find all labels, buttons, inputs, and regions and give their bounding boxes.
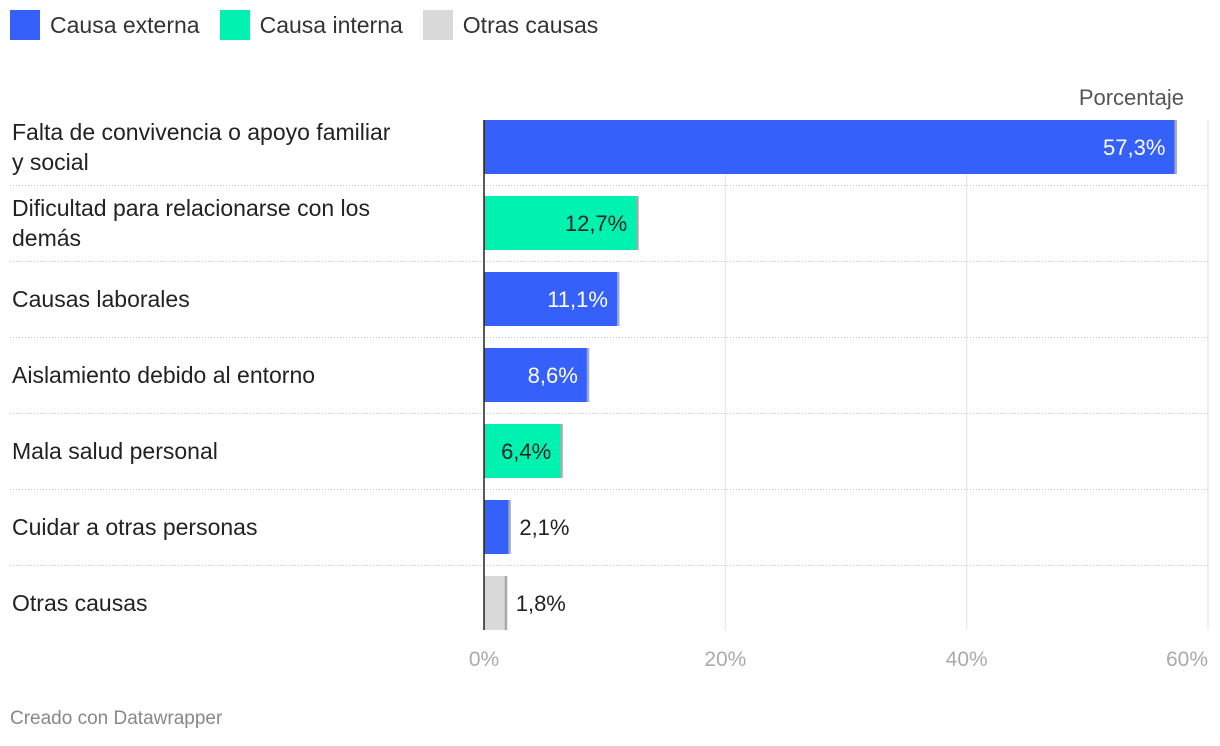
value-label: 2,1% — [519, 515, 569, 540]
value-header: Porcentaje — [1079, 85, 1184, 110]
category-label: Otras causas — [12, 590, 148, 616]
x-tick-label: 60% — [1166, 648, 1208, 671]
legend-swatch-causa-externa — [10, 10, 40, 40]
bar-end-cap — [508, 500, 511, 554]
category-label: Dificultad para relacionarse con los demá… — [12, 195, 370, 251]
category-label: Mala salud personal — [12, 438, 218, 464]
legend-swatch-causa-interna — [219, 10, 250, 40]
bar-end-cap — [616, 272, 620, 326]
value-label: 1,8% — [516, 591, 566, 616]
bar-end-cap — [504, 576, 508, 630]
bar-end-cap — [636, 196, 639, 250]
bar — [484, 272, 618, 326]
bar — [484, 424, 562, 478]
legend-item-causa-externa: Causa externa — [10, 10, 200, 40]
category-label: Aislamiento debido al entorno — [12, 362, 315, 388]
bar — [484, 120, 1176, 174]
value-label: 6,4% — [501, 439, 551, 464]
value-label: 12,7% — [565, 211, 627, 236]
bar — [484, 500, 510, 554]
bar — [484, 348, 588, 402]
legend: Causa externa Causa interna Otras causas — [10, 10, 618, 40]
value-label: 11,1% — [547, 287, 608, 312]
bar — [484, 196, 638, 250]
bar — [484, 576, 506, 630]
category-label: Cuidar a otras personas — [12, 514, 257, 540]
category-label: Causas laborales — [12, 286, 190, 312]
bar-end-cap — [586, 348, 590, 402]
bar-end-cap — [560, 424, 563, 478]
x-tick-label: 0% — [469, 648, 499, 671]
value-label: 57,3% — [1103, 135, 1165, 160]
legend-label: Causa externa — [50, 11, 200, 38]
x-tick-label: 20% — [704, 648, 746, 671]
legend-item-causa-interna: Causa interna — [219, 10, 403, 40]
value-label: 8,6% — [528, 363, 578, 388]
legend-label: Causa interna — [259, 11, 403, 38]
legend-swatch-otras-causas — [422, 10, 453, 40]
category-label: Falta de convivencia o apoyo familiar y s… — [12, 119, 391, 175]
footer-credit: Creado con Datawrapper — [10, 708, 223, 729]
bar-end-cap — [1174, 120, 1177, 174]
legend-label: Otras causas — [462, 11, 599, 38]
x-tick-label: 40% — [946, 648, 988, 671]
legend-item-otras-causas: Otras causas — [422, 10, 599, 40]
